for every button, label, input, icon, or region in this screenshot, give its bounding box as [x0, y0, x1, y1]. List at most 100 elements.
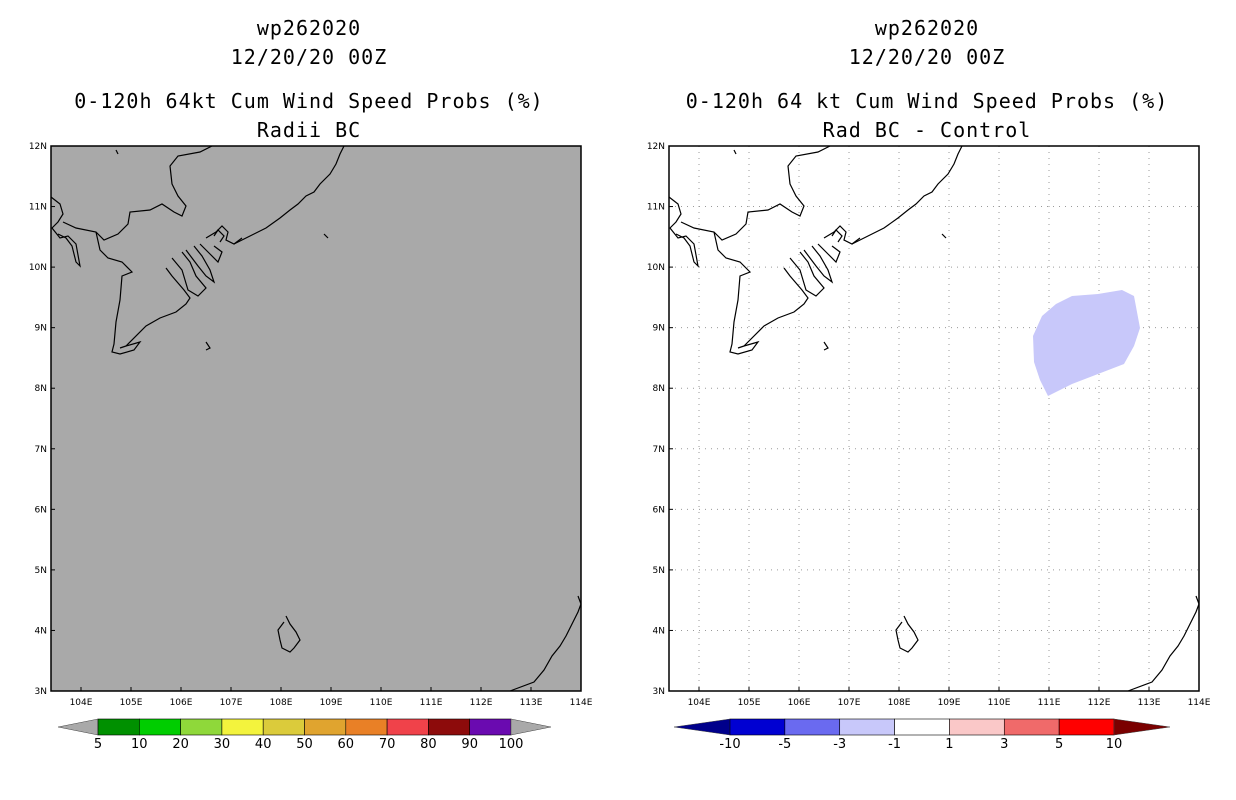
difference-region	[1033, 290, 1140, 396]
lon-label: 108E	[888, 698, 911, 708]
colorbar-label: 10	[131, 737, 148, 752]
lat-label: 8N	[35, 384, 47, 394]
coastline	[733, 149, 737, 155]
lon-label: 111E	[420, 698, 443, 708]
colorbar-label: 30	[214, 737, 231, 752]
lon-label: 109E	[938, 698, 961, 708]
lat-label: 4N	[35, 626, 47, 636]
lat-label: 10N	[647, 263, 665, 273]
lon-label: 113E	[520, 698, 543, 708]
plot-subtitle: Rad BC - Control	[822, 118, 1032, 142]
lon-label: 112E	[1088, 698, 1111, 708]
lat-label: 6N	[653, 505, 665, 515]
colorbar-label: 5	[94, 737, 102, 752]
coastline	[205, 341, 211, 351]
lon-label: 114E	[1188, 698, 1211, 708]
coastline	[277, 615, 301, 653]
lat-label: 7N	[653, 445, 665, 455]
colorbar-segment	[345, 718, 388, 736]
colorbar-label: -5	[778, 737, 791, 752]
lon-label: 108E	[270, 698, 293, 708]
coastline	[831, 229, 843, 243]
colorbar-segment	[304, 718, 347, 736]
map-area: 12N 11N 10N 9N 8N 7N 6N 5N 4N 3N 104E 105E 106E 107E 1…	[647, 142, 1211, 708]
colorbar-segment	[386, 718, 429, 736]
colorbar-label: 80	[420, 737, 437, 752]
right-panel: wp262020 12/20/20 00Z 0-120h 64 kt Cum W…	[618, 0, 1236, 800]
colorbar-label: 10	[1106, 737, 1123, 752]
coastline	[789, 251, 825, 297]
colorbar-label: 20	[172, 737, 189, 752]
lat-label: 7N	[35, 445, 47, 455]
colorbar-label: 60	[338, 737, 355, 752]
colorbar-label: 40	[255, 737, 272, 752]
coastline	[509, 595, 582, 692]
colorbar-segment	[784, 718, 841, 736]
storm-id: wp262020	[256, 16, 362, 40]
colorbar-label: -1	[888, 737, 901, 752]
colorbar-segment	[139, 718, 181, 736]
lat-label: 10N	[29, 263, 47, 273]
storm-id: wp262020	[874, 16, 980, 40]
lon-label: 105E	[738, 698, 761, 708]
colorbar-segment	[428, 718, 470, 736]
lat-label: 12N	[647, 142, 665, 152]
colorbar-label: 90	[461, 737, 478, 752]
colorbar-label: 5	[1055, 737, 1063, 752]
lon-label: 107E	[220, 698, 243, 708]
lon-label: 104E	[70, 698, 93, 708]
lat-label: 3N	[35, 687, 47, 697]
lat-label: 12N	[29, 142, 47, 152]
colorbar-label: 70	[379, 737, 396, 752]
lon-label: 105E	[120, 698, 143, 708]
lon-label: 106E	[170, 698, 193, 708]
lon-label: 110E	[988, 698, 1011, 708]
lat-label: 9N	[653, 324, 665, 334]
colorbar-segment	[262, 718, 305, 736]
coastline	[817, 243, 841, 264]
colorbar-below-triangle	[57, 718, 99, 736]
colorbar-segment	[180, 718, 223, 736]
lat-label: 6N	[35, 505, 47, 515]
lat-label: 11N	[29, 203, 47, 213]
coastline	[233, 145, 345, 245]
map-background	[51, 146, 581, 691]
colorbar-label: 1	[945, 737, 953, 752]
plot-subtitle: Radii BC	[256, 118, 362, 142]
lon-label: 104E	[688, 698, 711, 708]
colorbar-segment	[97, 718, 140, 736]
coastline	[171, 251, 207, 297]
colorbar-label: 50	[296, 737, 313, 752]
coastline	[668, 196, 699, 268]
colorbar-below-triangle	[673, 718, 731, 736]
coastline	[185, 245, 216, 284]
lon-label: 106E	[788, 698, 811, 708]
lon-label: 110E	[370, 698, 393, 708]
lat-label: 9N	[35, 324, 47, 334]
coastline	[680, 145, 831, 241]
coastline	[895, 615, 919, 653]
colorbar-above-triangle	[1113, 718, 1171, 736]
coastline	[50, 196, 81, 268]
coastline	[941, 233, 947, 239]
lon-label: 107E	[838, 698, 861, 708]
colorbar-segment	[221, 718, 264, 736]
lat-label: 11N	[647, 203, 665, 213]
colorbar-segment	[1003, 718, 1060, 736]
lat-label: 3N	[653, 687, 665, 697]
map-background	[669, 146, 1199, 691]
map-frame	[50, 145, 582, 692]
lon-label: 113E	[1138, 698, 1161, 708]
lon-label: 114E	[570, 698, 593, 708]
colorbar-segment	[1058, 718, 1115, 736]
lat-label: 5N	[653, 566, 665, 576]
coastline	[743, 267, 809, 347]
coastline	[1127, 595, 1200, 692]
colorbar-label: -3	[833, 737, 846, 752]
lat-label: 5N	[35, 566, 47, 576]
left-panel: wp262020 12/20/20 00Z 0-120h 64kt Cum Wi…	[29, 16, 593, 752]
colorbar-segment	[729, 718, 786, 736]
colorbar: 5 10 20 30 40 50 60 70 80 90 100	[57, 718, 552, 752]
datetime: 12/20/20 00Z	[230, 45, 388, 69]
coastline	[62, 145, 213, 241]
